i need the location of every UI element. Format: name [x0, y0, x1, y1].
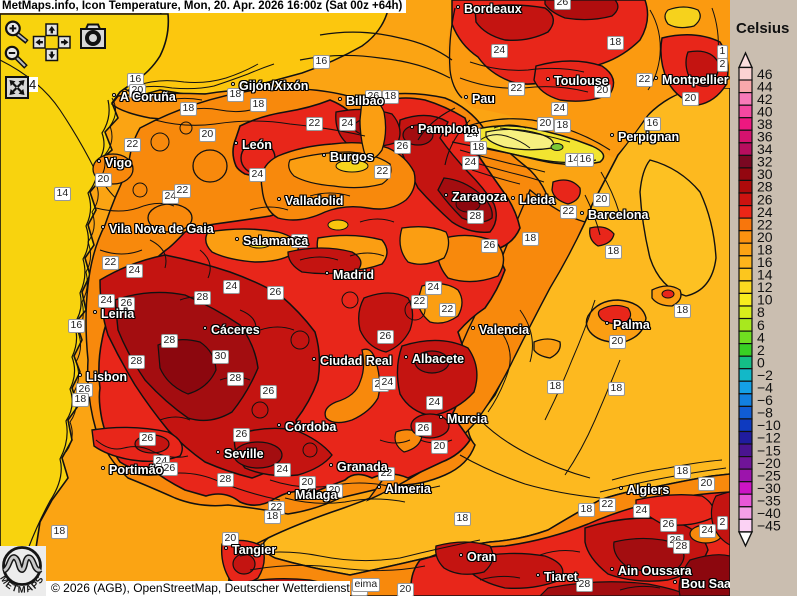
svg-text:−12: −12 [757, 430, 781, 446]
svg-text:−30: −30 [757, 480, 781, 496]
svg-text:30: 30 [757, 166, 773, 182]
svg-text:18: 18 [757, 242, 773, 258]
svg-text:6: 6 [757, 317, 765, 333]
svg-text:36: 36 [757, 129, 773, 145]
svg-text:14: 14 [757, 267, 773, 283]
svg-text:−35: −35 [757, 493, 781, 509]
svg-text:44: 44 [757, 78, 773, 94]
svg-text:−45: −45 [757, 518, 781, 534]
svg-text:2: 2 [757, 342, 765, 358]
svg-text:−2: −2 [757, 367, 773, 383]
svg-text:−40: −40 [757, 505, 781, 521]
svg-text:12: 12 [757, 279, 773, 295]
svg-text:4: 4 [757, 329, 765, 345]
svg-text:8: 8 [757, 304, 765, 320]
svg-text:32: 32 [757, 154, 773, 170]
svg-text:38: 38 [757, 116, 773, 132]
svg-text:4: 4 [29, 77, 36, 92]
svg-text:0: 0 [757, 354, 765, 370]
svg-text:16: 16 [757, 254, 773, 270]
svg-text:−6: −6 [757, 392, 773, 408]
svg-text:40: 40 [757, 103, 773, 119]
svg-text:−10: −10 [757, 417, 781, 433]
svg-text:−4: −4 [757, 380, 773, 396]
svg-text:28: 28 [757, 179, 773, 195]
svg-text:−25: −25 [757, 467, 781, 483]
svg-text:34: 34 [757, 141, 773, 157]
svg-text:22: 22 [757, 216, 773, 232]
svg-text:−20: −20 [757, 455, 781, 471]
svg-text:42: 42 [757, 91, 773, 107]
svg-text:−15: −15 [757, 442, 781, 458]
svg-text:20: 20 [757, 229, 773, 245]
svg-text:−8: −8 [757, 405, 773, 421]
svg-text:46: 46 [757, 66, 773, 82]
svg-text:26: 26 [757, 191, 773, 207]
svg-text:24: 24 [757, 204, 773, 220]
svg-text:10: 10 [757, 292, 773, 308]
